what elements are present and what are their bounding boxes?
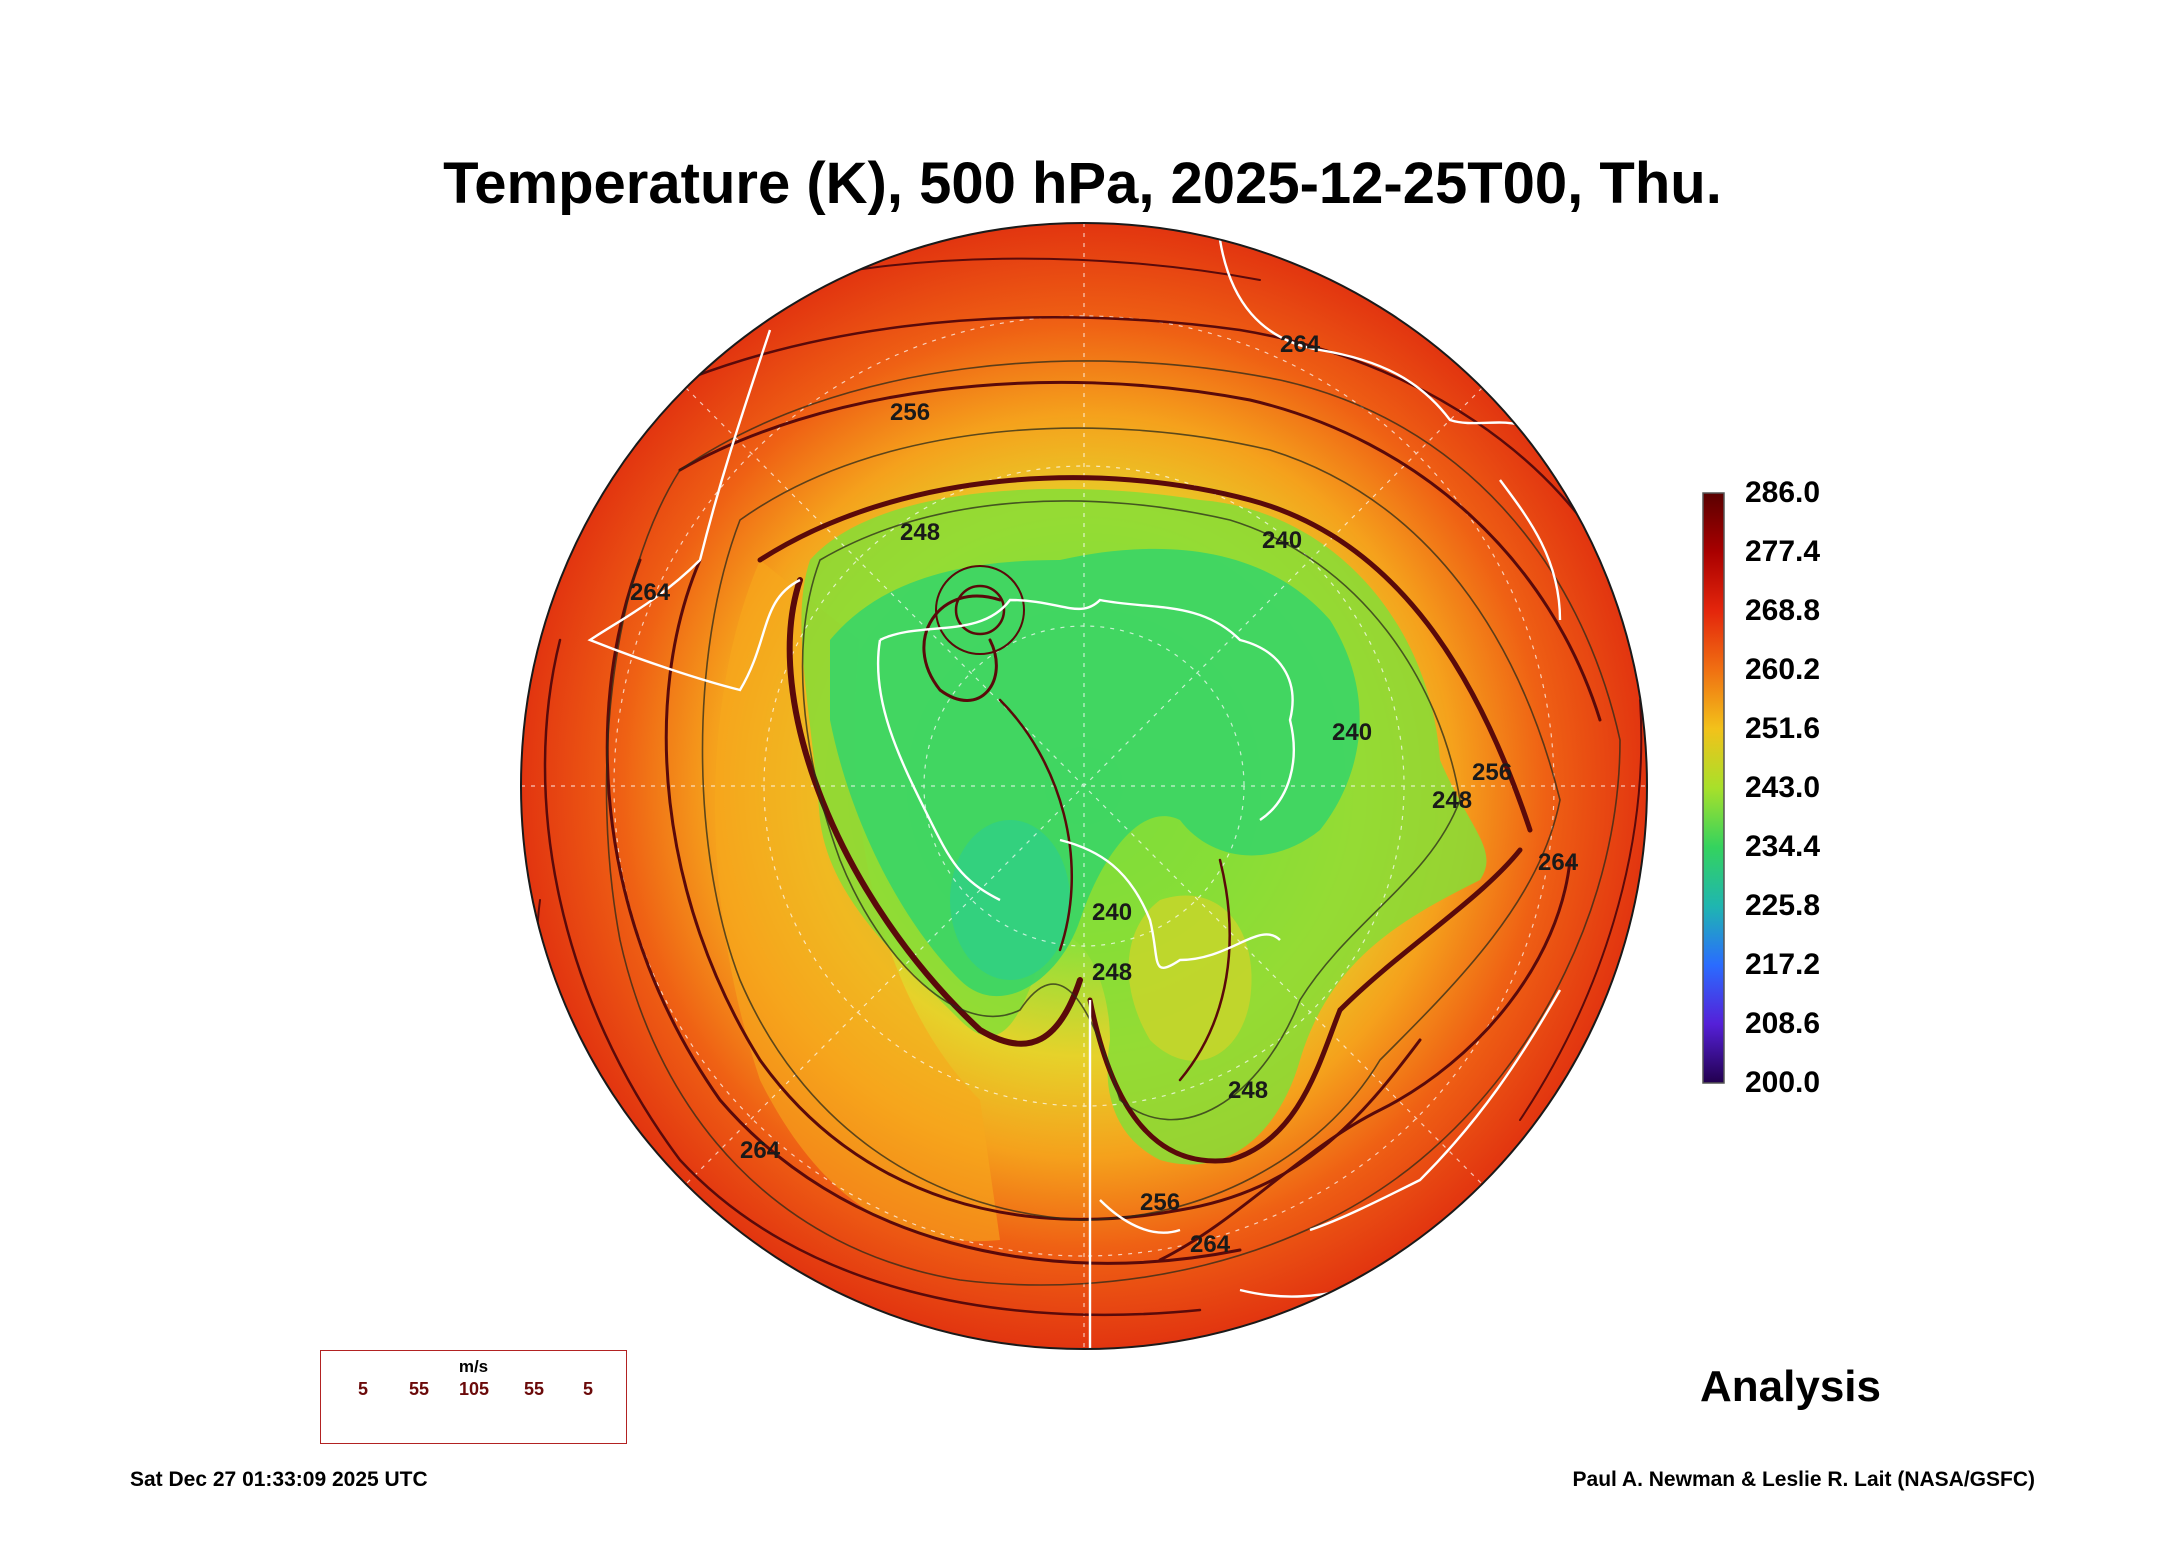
colorbar-tick: 225.8 bbox=[1745, 889, 1821, 922]
contour-label: 240 bbox=[1092, 899, 1132, 926]
wind-legend-value: 105 bbox=[458, 1379, 490, 1399]
colorbar-tick: 208.6 bbox=[1745, 1007, 1821, 1040]
contour-label: 248 bbox=[1228, 1077, 1268, 1104]
wind-legend: m/s 5 55 105 55 5 bbox=[320, 1350, 627, 1444]
colorbar-tick: 268.8 bbox=[1745, 594, 1821, 627]
credit-line: Paul A. Newman & Leslie R. Lait (NASA/GS… bbox=[1572, 1468, 2035, 1491]
temperature-contours bbox=[605, 360, 1621, 1286]
contour-label: 248 bbox=[1432, 787, 1472, 814]
colorbar-tick: 251.6 bbox=[1745, 712, 1821, 745]
wind-legend-value: 55 bbox=[408, 1379, 430, 1399]
timestamp: Sat Dec 27 01:33:09 2025 UTC bbox=[130, 1468, 428, 1491]
globe-outline bbox=[520, 222, 1648, 1350]
contour-label: 248 bbox=[900, 519, 940, 546]
colorbar-tick: 200.0 bbox=[1745, 1066, 1821, 1099]
wind-legend-value: 55 bbox=[523, 1379, 545, 1399]
graticule bbox=[521, 223, 1647, 1349]
contour-label: 240 bbox=[1262, 527, 1302, 554]
contour-label: 264 bbox=[1538, 849, 1579, 876]
colorbar-tick: 277.4 bbox=[1745, 535, 1821, 568]
contour-label: 264 bbox=[1280, 331, 1321, 358]
contour-label: 256 bbox=[1472, 759, 1512, 786]
product-label: Analysis bbox=[1700, 1362, 1881, 1411]
wind-legend-value: 5 bbox=[582, 1379, 593, 1399]
coastlines bbox=[587, 239, 1562, 1349]
colorbar-tick: 286.0 bbox=[1745, 476, 1821, 509]
colorbar-tick: 217.2 bbox=[1745, 948, 1821, 981]
contour-label: 264 bbox=[1190, 1231, 1231, 1258]
contour-label-group: 256 264 248 240 240 264 248 256 264 240 … bbox=[630, 331, 1579, 1258]
colorbar-tick: 243.0 bbox=[1745, 771, 1821, 804]
contour-label: 240 bbox=[1332, 719, 1372, 746]
contour-label: 248 bbox=[1092, 959, 1132, 986]
contour-label: 256 bbox=[890, 399, 930, 426]
contour-label: 256 bbox=[1140, 1189, 1180, 1216]
contour-label: 264 bbox=[740, 1137, 781, 1164]
coldest-spot bbox=[950, 820, 1070, 980]
colorbar-tick: 260.2 bbox=[1745, 653, 1821, 686]
contour-label: 264 bbox=[630, 579, 671, 606]
colorbar-tick: 234.4 bbox=[1745, 830, 1821, 863]
wind-legend-unit: m/s bbox=[458, 1357, 489, 1376]
warm-tongue bbox=[1128, 895, 1252, 1061]
page-title: Temperature (K), 500 hPa, 2025-12-25T00,… bbox=[443, 151, 1722, 216]
colorbar bbox=[1702, 492, 1725, 1084]
wind-legend-value: 5 bbox=[357, 1379, 368, 1399]
